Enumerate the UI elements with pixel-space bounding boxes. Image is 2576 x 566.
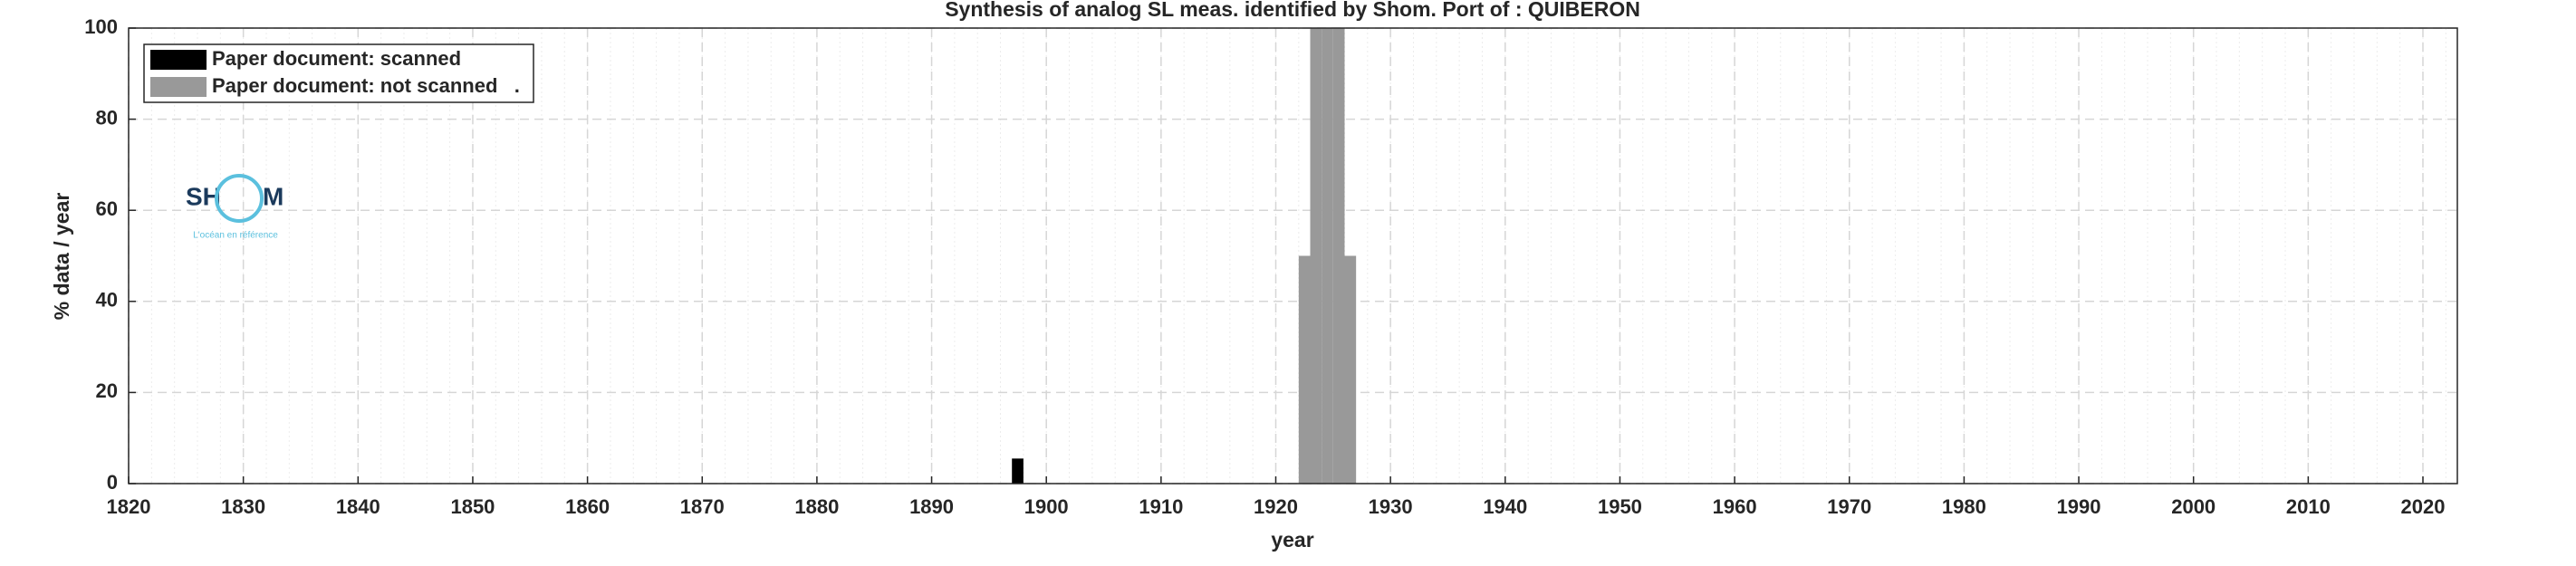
x-tick-label: 2010 xyxy=(2286,495,2331,518)
logo: SH M L'océan en référence xyxy=(186,174,284,241)
x-tick-label: 1840 xyxy=(336,495,380,518)
x-tick-label: 1880 xyxy=(794,495,839,518)
bar xyxy=(1012,458,1024,484)
y-tick-label: 20 xyxy=(96,379,118,402)
legend-label: Paper document: not scanned . xyxy=(212,74,520,97)
bar xyxy=(1322,28,1333,484)
x-tick-label: 1890 xyxy=(909,495,954,518)
axes-box xyxy=(128,27,2458,484)
x-tick-label: 1960 xyxy=(1713,495,1757,518)
chart-title: Synthesis of analog SL meas. identified … xyxy=(945,0,1640,21)
x-tick-label: 1830 xyxy=(221,495,265,518)
legend-box xyxy=(143,43,534,103)
x-tick-label: 1860 xyxy=(565,495,610,518)
x-tick-label: 1990 xyxy=(2057,495,2101,518)
logo-tagline: L'océan en référence xyxy=(193,231,278,241)
x-tick-label: 1940 xyxy=(1483,495,1527,518)
legend-swatch xyxy=(150,77,207,97)
y-axis-label: % data / year xyxy=(50,193,73,321)
y-tick-label: 40 xyxy=(96,289,118,312)
bar xyxy=(1344,255,1357,484)
y-tick-label: 60 xyxy=(96,197,118,220)
legend-swatch xyxy=(150,50,207,70)
x-tick-label: 1910 xyxy=(1139,495,1183,518)
plot-area xyxy=(129,28,2457,484)
x-tick-label: 1850 xyxy=(450,495,495,518)
logo-ring xyxy=(215,174,264,223)
x-tick-label: 1970 xyxy=(1827,495,1871,518)
y-tick-label: 0 xyxy=(107,471,118,494)
x-tick-label: 1870 xyxy=(680,495,725,518)
x-tick-label: 1930 xyxy=(1369,495,1413,518)
x-axis-label: year xyxy=(1271,528,1313,552)
x-tick-label: 1820 xyxy=(107,495,151,518)
bar xyxy=(1332,28,1345,484)
x-tick-label: 1900 xyxy=(1024,495,1069,518)
x-tick-label: 1920 xyxy=(1254,495,1298,518)
y-tick-label: 80 xyxy=(96,106,118,129)
x-tick-label: 1980 xyxy=(1942,495,1986,518)
bar xyxy=(1310,28,1322,484)
legend: Paper document: scanned Paper document: n… xyxy=(143,43,534,103)
y-tick-label: 100 xyxy=(84,15,118,38)
x-tick-label: 1950 xyxy=(1598,495,1642,518)
bar xyxy=(1298,255,1311,484)
x-tick-label: 2020 xyxy=(2401,495,2446,518)
x-tick-label: 2000 xyxy=(2171,495,2216,518)
logo-text: M xyxy=(263,182,284,210)
legend-label: Paper document: scanned xyxy=(212,47,461,70)
